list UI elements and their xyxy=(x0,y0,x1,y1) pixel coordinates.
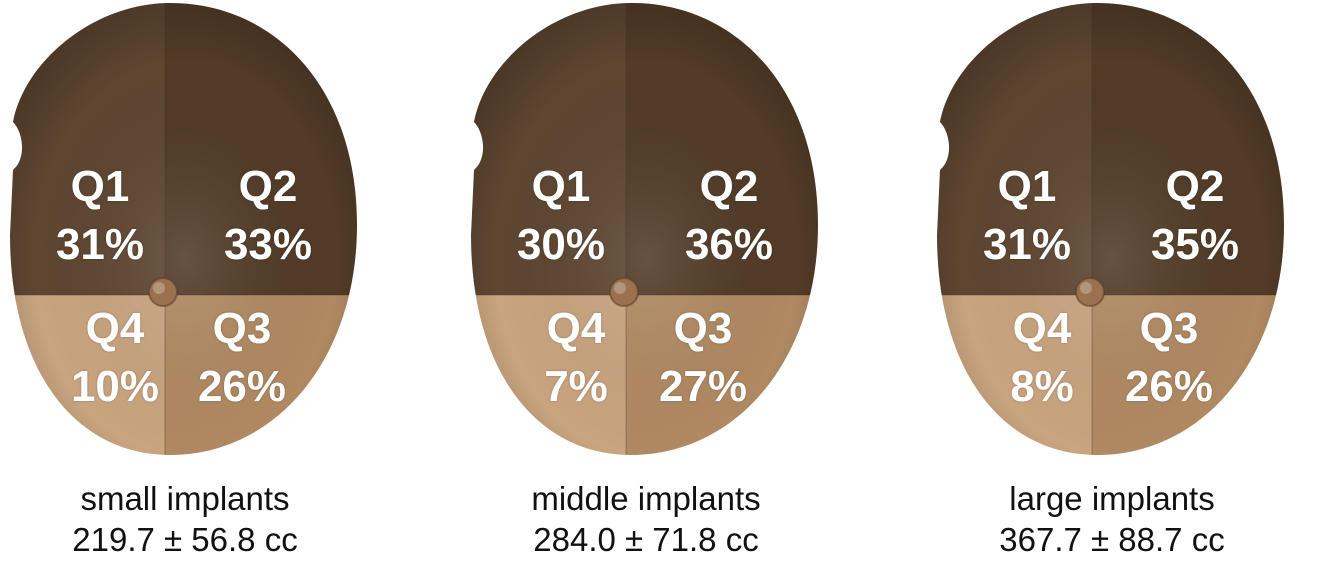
quadrant-q2-value: 36% xyxy=(684,220,774,269)
quadrant-q4-label: Q4 8% xyxy=(967,300,1117,416)
quadrant-q2-label: Q2 36% xyxy=(654,158,804,274)
quadrant-q1-value: 31% xyxy=(982,220,1072,269)
panel-caption: small implants 219.7 ± 56.8 cc xyxy=(5,478,365,560)
implant-volume-label: 219.7 ± 56.8 cc xyxy=(72,521,298,558)
implant-group-label: middle implants xyxy=(531,480,761,517)
quadrant-q3-value: 27% xyxy=(658,362,748,411)
quadrant-q3-name: Q3 xyxy=(673,304,733,353)
implant-volume-label: 367.7 ± 88.7 cc xyxy=(999,521,1225,558)
quadrant-q4-label: Q4 10% xyxy=(40,300,190,416)
quadrant-q4-value: 10% xyxy=(70,362,160,411)
breast-surface-figure xyxy=(937,3,1284,455)
panel-caption: middle implants 284.0 ± 71.8 cc xyxy=(466,478,826,560)
quadrant-q2-value: 33% xyxy=(223,220,313,269)
quadrant-q3-value: 26% xyxy=(197,362,287,411)
quadrant-q1-name: Q1 xyxy=(70,162,130,211)
quadrant-q3-label: Q3 26% xyxy=(1094,300,1244,416)
quadrant-q3-label: Q3 26% xyxy=(167,300,317,416)
quadrant-q3-name: Q3 xyxy=(1139,304,1199,353)
quadrant-q3-value: 26% xyxy=(1124,362,1214,411)
nipple-marker xyxy=(148,277,178,307)
quadrant-q1-label: Q1 31% xyxy=(25,158,175,274)
implant-group-label: small implants xyxy=(80,480,290,517)
quadrant-q2-name: Q2 xyxy=(699,162,759,211)
nipple-marker xyxy=(1075,277,1105,307)
quadrant-q1-label: Q1 30% xyxy=(486,158,636,274)
quadrant-q4-value: 8% xyxy=(1010,362,1074,411)
quadrant-q4-name: Q4 xyxy=(1012,304,1072,353)
panel-small-implants: Q1 31% Q2 33% Q4 10% Q3 26% small implan… xyxy=(5,0,365,562)
quadrant-q4-label: Q4 7% xyxy=(501,300,651,416)
quadrant-q1-label: Q1 31% xyxy=(952,158,1102,274)
quadrant-q4-name: Q4 xyxy=(85,304,145,353)
quadrant-q4-value: 7% xyxy=(544,362,608,411)
quadrant-q3-name: Q3 xyxy=(212,304,272,353)
quadrant-q3-label: Q3 27% xyxy=(628,300,778,416)
panel-large-implants: Q1 31% Q2 35% Q4 8% Q3 26% large implant… xyxy=(932,0,1292,562)
implant-volume-label: 284.0 ± 71.8 cc xyxy=(533,521,759,558)
panel-middle-implants: Q1 30% Q2 36% Q4 7% Q3 27% middle implan… xyxy=(466,0,826,562)
quadrant-q2-label: Q2 35% xyxy=(1120,158,1270,274)
nipple-marker xyxy=(609,277,639,307)
implant-group-label: large implants xyxy=(1009,480,1215,517)
quadrant-q1-name: Q1 xyxy=(997,162,1057,211)
quadrant-q4-name: Q4 xyxy=(546,304,606,353)
breast-surface-figure xyxy=(10,3,357,455)
quadrant-q2-name: Q2 xyxy=(238,162,298,211)
quadrant-q2-label: Q2 33% xyxy=(193,158,343,274)
quadrant-q2-name: Q2 xyxy=(1165,162,1225,211)
quadrant-q1-value: 30% xyxy=(516,220,606,269)
breast-surface-figure xyxy=(471,3,818,455)
quadrant-q2-value: 35% xyxy=(1150,220,1240,269)
panel-caption: large implants 367.7 ± 88.7 cc xyxy=(932,478,1292,560)
quadrant-q1-name: Q1 xyxy=(531,162,591,211)
quadrant-q1-value: 31% xyxy=(55,220,145,269)
